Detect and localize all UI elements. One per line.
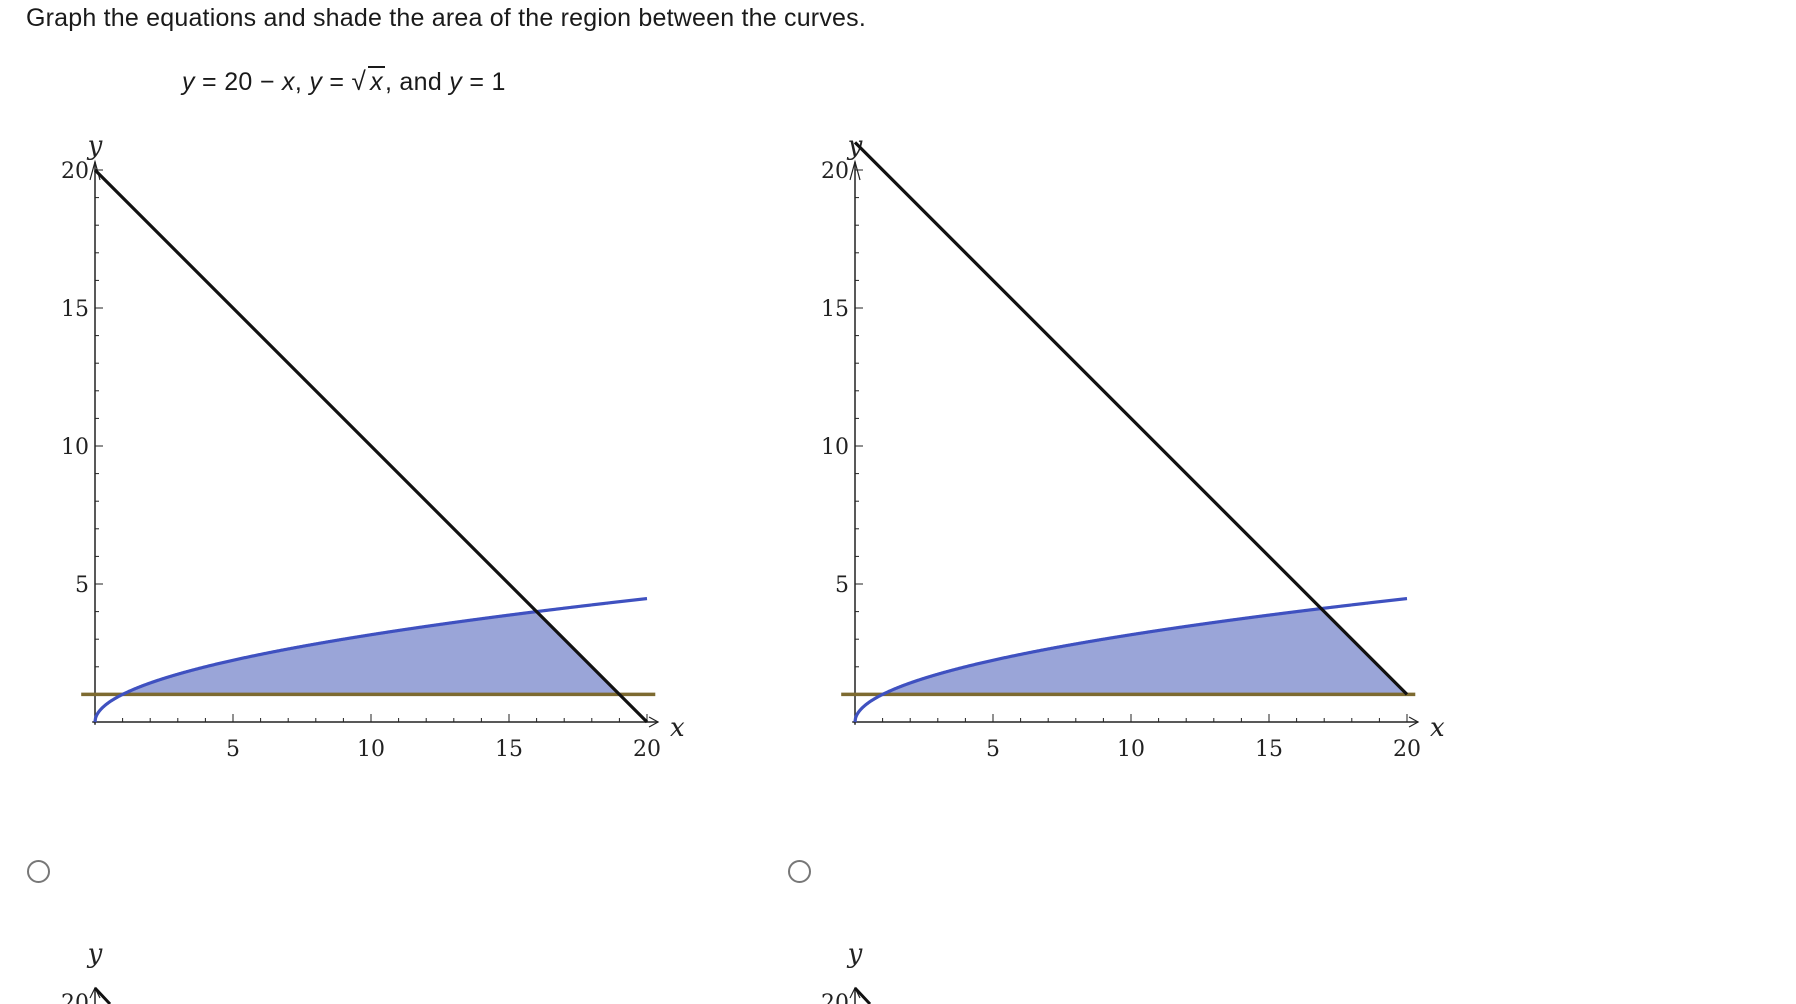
sqrt-symbol: √ x [352,66,385,97]
eq1-var: x [282,68,295,96]
eq3-lhs: y [449,68,463,96]
question-prompt: Graph the equations and shade the area o… [26,4,866,32]
y-tick-label: 10 [821,435,849,460]
radical-sign: √ [351,66,367,96]
eq1-lhs: y [182,68,195,96]
option-1-radio[interactable] [27,860,50,883]
y-tick-label: 5 [75,573,89,598]
decreasing-line [93,986,112,1004]
x-tick-label: 5 [986,737,1000,762]
y-axis-arrow [849,159,861,181]
y-tick-label: 20 [61,991,89,1004]
equation-set: y = 20 − x, y = √ x, and y = 1 [182,66,506,97]
eq-separator-2: , and [384,68,450,96]
decreasing-line [93,168,649,724]
eq-separator-1: , [294,68,310,96]
y-axis-label: y [847,939,863,969]
y-tick-label: 10 [61,435,89,460]
decreasing-line [853,141,1409,696]
x-tick-label: 15 [495,737,523,762]
shaded-region [882,608,1407,695]
y-axis-label: y [87,939,103,969]
x-axis-label: x [1430,713,1445,743]
x-tick-label: 5 [226,737,240,762]
option-3-graph: y 20 [61,939,112,1004]
x-tick-label: 20 [1393,737,1421,762]
x-tick-label: 15 [1255,737,1283,762]
shaded-region [122,611,620,695]
y-axis-label: y [847,131,863,161]
decreasing-line [853,986,872,1004]
option-2-radio[interactable] [788,860,811,883]
x-axis-arrow [1408,716,1420,728]
y-tick-label: 15 [821,297,849,322]
eq2-lhs: y [309,68,323,96]
eq1-rhs: = 20 − [194,68,283,96]
y-tick-label: 20 [821,991,849,1004]
option-4-graph: y 20 [821,939,872,1004]
y-tick-label: 20 [821,159,849,184]
x-tick-label: 10 [1117,737,1145,762]
x-axis-label: x [670,713,685,743]
sqrt-curve [853,596,1408,723]
y-tick-label: 5 [835,573,849,598]
sqrt-curve [93,596,648,723]
eq2-radicand: x [368,66,385,96]
x-tick-label: 20 [633,737,661,762]
x-tick-label: 10 [357,737,385,762]
x-axis-arrow [648,716,660,728]
eq3-rhs: = 1 [462,68,506,96]
y-tick-label: 15 [61,297,89,322]
y-tick-label: 20 [61,159,89,184]
eq2-equals: = [322,68,352,96]
y-axis-label: y [87,131,103,161]
